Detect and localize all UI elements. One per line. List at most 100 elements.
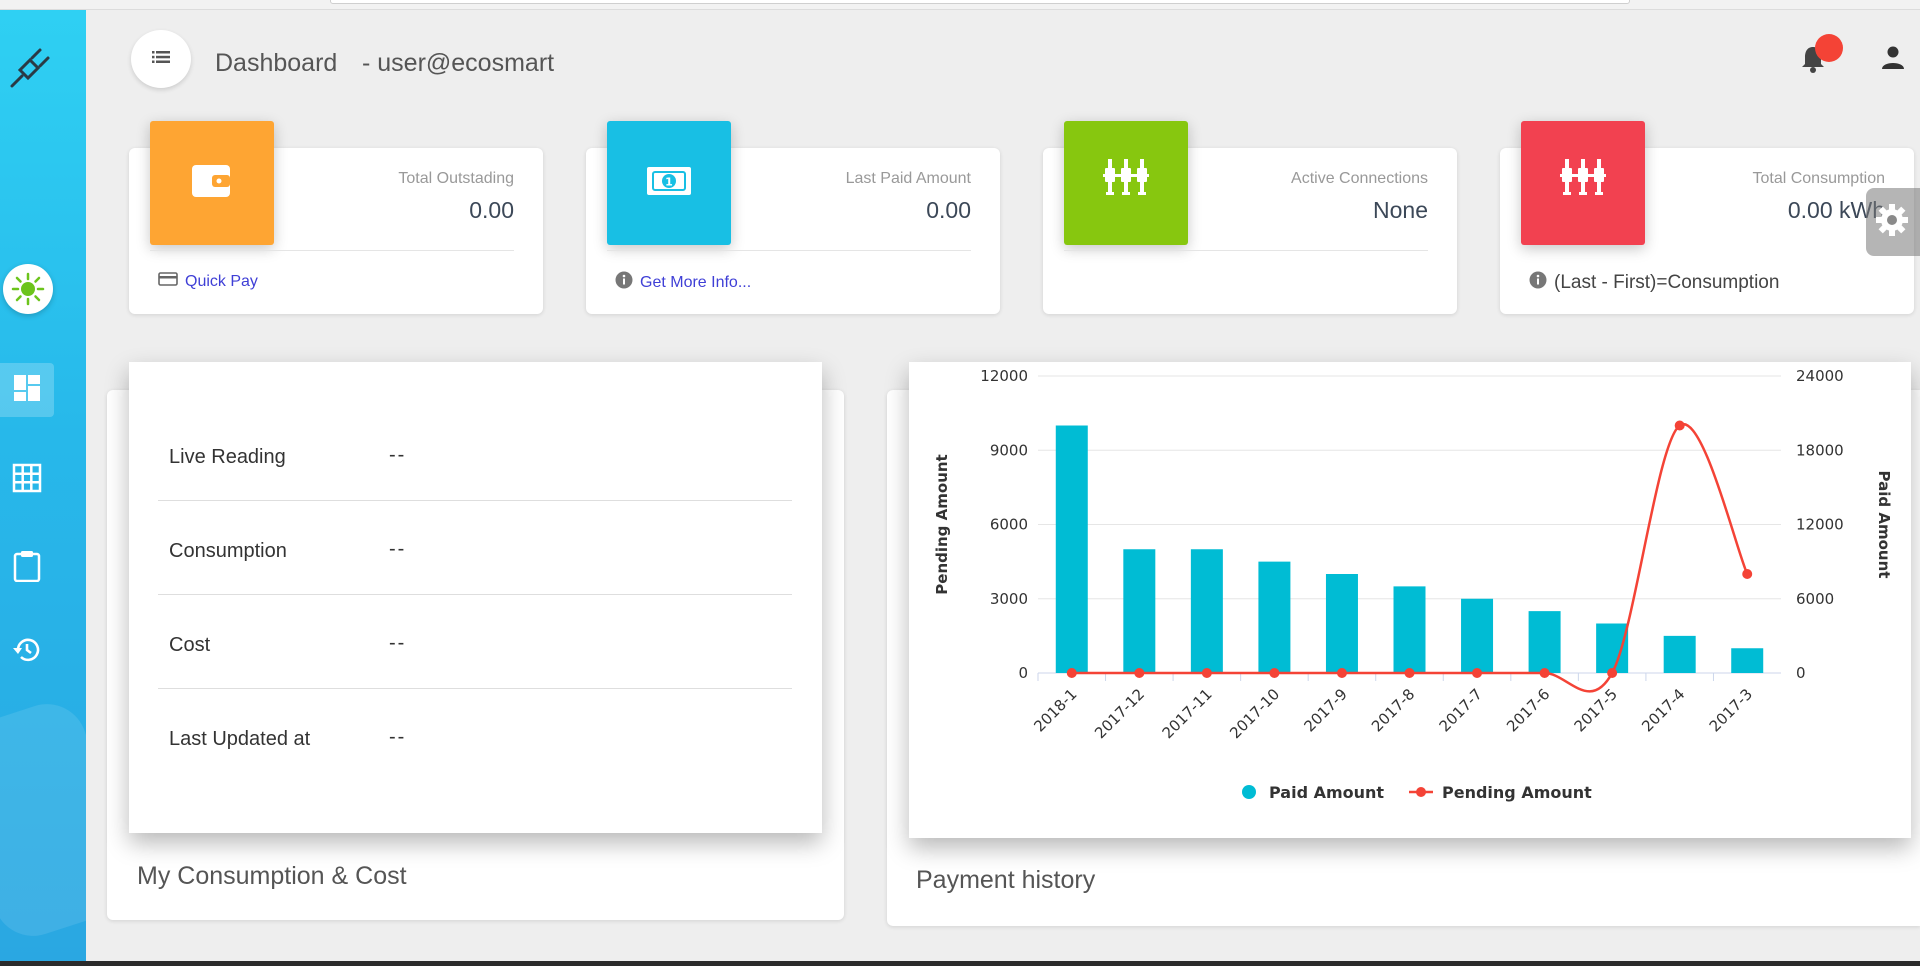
legend-marker-paid	[1242, 785, 1256, 799]
consumption-row: Last Updated at --	[158, 689, 792, 783]
sidebar-item-history[interactable]	[0, 625, 54, 679]
payment-chart-container: 0 0 3000 6000 6000 12000 9000 18000 12000 24000 20…	[909, 362, 1911, 838]
x-tick-label: 2017-3	[1706, 685, 1756, 735]
consumption-row: Live Reading --	[158, 407, 792, 501]
y2-tick-label: 0	[1796, 664, 1806, 682]
legend-label-pending: Pending Amount	[1442, 783, 1592, 802]
user-menu-button[interactable]	[1880, 44, 1908, 72]
sidebar-item-reports[interactable]	[0, 541, 54, 595]
x-tick-label: 2017-5	[1571, 685, 1621, 735]
legend-marker-pending	[1416, 787, 1426, 797]
get-more-info-link[interactable]: Get More Info...	[615, 271, 751, 294]
quick-pay-link[interactable]: Quick Pay	[158, 271, 258, 292]
y-tick-label: 12000	[980, 367, 1028, 385]
sidebar-background-decoration	[0, 693, 86, 947]
stat-value: None	[1373, 197, 1428, 223]
gear-icon	[1874, 202, 1910, 243]
row-label: Last Updated at	[169, 728, 311, 750]
row-label: Live Reading	[169, 446, 286, 468]
bar-paid-amount	[1190, 549, 1223, 673]
stat-value: 0.00	[469, 197, 514, 223]
stat-label: Active Connections	[1291, 170, 1428, 187]
bar-paid-amount	[1055, 425, 1088, 673]
divider	[150, 250, 514, 251]
x-tick-label: 2017-7	[1436, 685, 1486, 735]
clipboard-icon	[13, 550, 41, 587]
point-pending-amount	[1539, 668, 1550, 678]
point-pending-amount	[1472, 668, 1483, 678]
address-bar[interactable]	[330, 0, 1630, 4]
stat-value: 0.00	[926, 197, 971, 223]
legend-label-paid: Paid Amount	[1269, 783, 1384, 802]
bar-paid-amount	[1123, 549, 1156, 673]
taskbar-edge	[0, 961, 1920, 966]
quick-pay-label: Quick Pay	[185, 272, 258, 290]
divider	[1064, 250, 1428, 251]
point-pending-amount	[1742, 569, 1753, 579]
sidebar	[0, 10, 86, 961]
x-tick-label: 2017-9	[1300, 685, 1350, 735]
consumption-row: Cost --	[158, 595, 792, 689]
history-icon	[12, 635, 42, 670]
x-tick-label: 2018-1	[1030, 685, 1080, 735]
dashboard-icon	[12, 373, 42, 408]
get-more-info-label: Get More Info...	[640, 273, 752, 291]
credit-card-icon	[158, 271, 178, 292]
y-axis-title: Pending Amount	[933, 454, 951, 594]
settings-plugin-button[interactable]	[1866, 188, 1920, 256]
sidebar-item-dashboard[interactable]	[0, 363, 54, 417]
point-pending-amount	[1607, 668, 1618, 678]
point-pending-amount	[1674, 420, 1685, 431]
page-title: Dashboard	[215, 49, 338, 77]
point-pending-amount	[1404, 668, 1415, 678]
stat-icon-box	[1064, 121, 1188, 245]
y2-tick-label: 24000	[1796, 367, 1844, 385]
stat-card-total-consumption: Total Consumption 0.00 kWh (Last - First…	[1500, 121, 1914, 314]
bar-paid-amount	[1393, 586, 1426, 673]
sidebar-item-grid[interactable]	[0, 453, 54, 507]
x-tick-label: 2017-12	[1091, 685, 1148, 742]
consumption-formula: (Last - First)=Consumption	[1529, 271, 1779, 295]
bulb-icon[interactable]	[3, 264, 53, 314]
point-pending-amount	[1066, 668, 1077, 678]
wallet-icon	[190, 161, 234, 206]
row-value: --	[389, 538, 407, 560]
money-icon: 1	[645, 164, 693, 203]
divider	[607, 250, 971, 251]
svg-text:1: 1	[665, 175, 673, 188]
consumption-formula-label: (Last - First)=Consumption	[1554, 272, 1780, 293]
user-email: - user@ecosmart	[362, 49, 555, 77]
row-label: Consumption	[169, 540, 287, 562]
menu-toggle-button[interactable]	[131, 30, 191, 88]
row-value: --	[389, 632, 407, 654]
consumption-table: Live Reading -- Consumption -- Cost -- L…	[129, 362, 822, 833]
point-pending-amount	[1134, 668, 1145, 678]
row-value: --	[389, 726, 407, 748]
stat-icon-box	[150, 121, 274, 245]
person-icon	[1880, 46, 1906, 74]
stat-icon-box	[1521, 121, 1645, 245]
plug-logo-icon[interactable]	[6, 40, 54, 92]
row-value: --	[389, 444, 407, 466]
stat-card-total-outstanding: Total Outstading 0.00 Quick Pay	[129, 121, 543, 314]
consumption-card-title: My Consumption & Cost	[137, 862, 407, 890]
info-icon	[1529, 271, 1547, 295]
info-icon	[615, 271, 633, 294]
grid-icon	[12, 463, 42, 498]
bar-paid-amount	[1258, 561, 1291, 673]
bar-paid-amount	[1596, 623, 1629, 673]
list-icon	[152, 50, 170, 69]
bell-icon	[1799, 47, 1827, 78]
y-tick-label: 6000	[990, 516, 1028, 534]
x-tick-label: 2017-6	[1503, 685, 1553, 735]
y-tick-label: 0	[1018, 664, 1028, 682]
browser-top-strip	[0, 0, 1920, 10]
bar-paid-amount	[1731, 648, 1764, 673]
notification-badge	[1815, 34, 1843, 62]
consumption-row: Consumption --	[158, 501, 792, 595]
y2-axis-title: Paid Amount	[1875, 471, 1893, 579]
y2-tick-label: 6000	[1796, 590, 1834, 608]
stat-icon-box: 1	[607, 121, 731, 245]
bar-paid-amount	[1663, 635, 1696, 673]
payment-card-title: Payment history	[916, 866, 1096, 894]
